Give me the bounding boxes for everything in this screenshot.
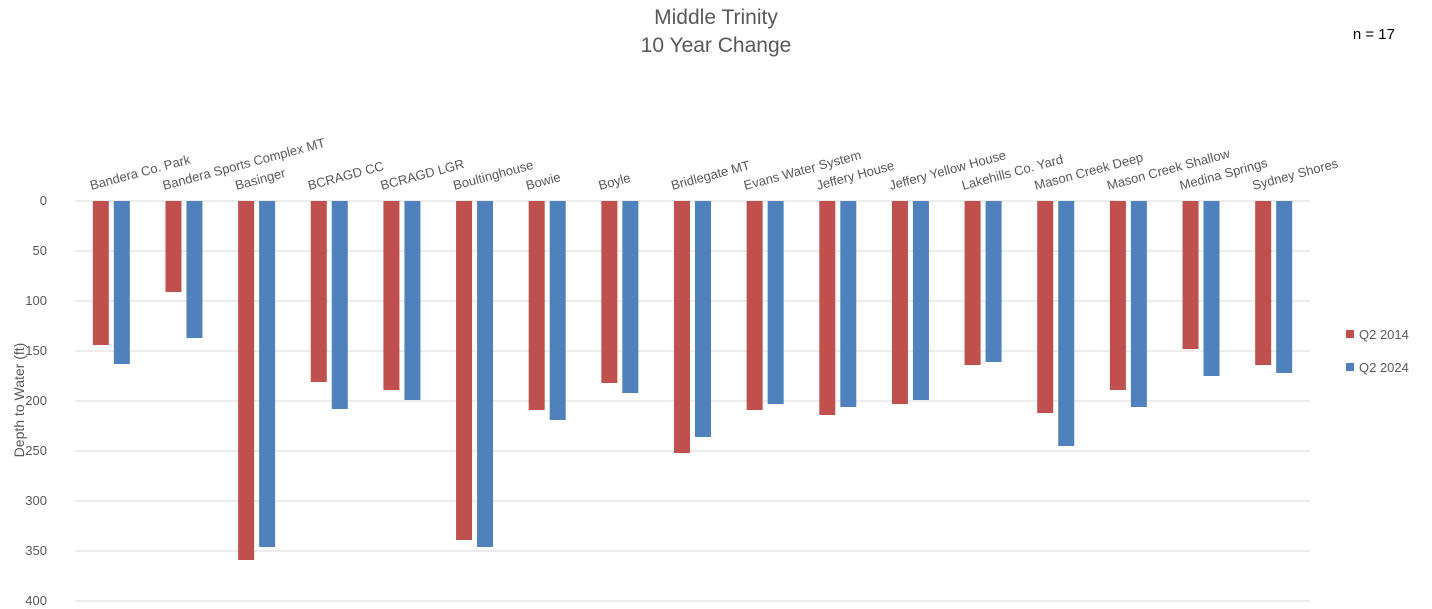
y-tick-label: 100: [25, 293, 47, 308]
bar-q2-2014: [1182, 201, 1199, 349]
bar-q2-2024: [767, 201, 784, 404]
bar-q2-2014: [238, 201, 255, 560]
legend-item-q2-2024: Q2 2024: [1346, 355, 1409, 379]
category-label: Boyle: [597, 170, 632, 193]
chart-title-line-1: Middle Trinity: [654, 6, 778, 29]
chart-title-line-2: 10 Year Change: [640, 34, 792, 57]
y-tick-label: 50: [33, 243, 47, 258]
bar-q2-2014: [92, 201, 109, 345]
bar-q2-2014: [891, 201, 908, 404]
bar-q2-2014: [1255, 201, 1272, 365]
bar-q2-2024: [549, 201, 566, 420]
y-tick-label: 400: [25, 593, 47, 608]
sample-count-annotation: n = 17: [1352, 26, 1395, 43]
y-tick-label: 150: [25, 343, 47, 358]
bar-q2-2014: [456, 201, 473, 540]
y-tick-label: 0: [40, 193, 47, 208]
y-axis-title: Depth to Water (ft): [11, 343, 27, 458]
bar-q2-2014: [601, 201, 618, 383]
bar-q2-2014: [165, 201, 182, 292]
category-label: Bridlegate MT: [669, 157, 751, 192]
bar-q2-2014: [1109, 201, 1126, 390]
legend: Q2 2014 Q2 2024: [1346, 322, 1409, 388]
y-tick-label: 200: [25, 393, 47, 408]
y-tick-label: 300: [25, 493, 47, 508]
legend-item-q2-2014: Q2 2014: [1346, 322, 1409, 346]
legend-label-q2-2024: Q2 2024: [1359, 359, 1409, 375]
bar-q2-2024: [331, 201, 348, 409]
bar-q2-2014: [819, 201, 836, 415]
bar-q2-2014: [528, 201, 545, 410]
bar-q2-2024: [840, 201, 857, 407]
bar-q2-2024: [1058, 201, 1075, 446]
bar-q2-2014: [383, 201, 400, 390]
bar-q2-2024: [912, 201, 929, 400]
bar-q2-2014: [1037, 201, 1054, 413]
bar-q2-2024: [695, 201, 711, 437]
y-tick-label: 250: [25, 443, 47, 458]
category-label: Boultinghouse: [451, 157, 534, 193]
category-label: BCRAGD CC: [306, 158, 385, 193]
bar-q2-2024: [477, 201, 494, 547]
bar-q2-2024: [1276, 201, 1293, 373]
bar-q2-2014: [746, 201, 763, 410]
bar-q2-2014: [310, 201, 327, 382]
bar-q2-2024: [186, 201, 203, 338]
bar-q2-2024: [985, 201, 1002, 362]
bar-q2-2024: [113, 201, 130, 364]
bar-q2-2024: [1203, 201, 1220, 376]
bar-q2-2014: [964, 201, 981, 365]
legend-label-q2-2014: Q2 2014: [1359, 326, 1409, 342]
y-tick-label: 350: [25, 543, 47, 558]
category-label: BCRAGD LGR: [379, 156, 466, 193]
bar-q2-2024: [404, 201, 421, 400]
bar-q2-2014: [674, 201, 690, 453]
bar-q2-2024: [259, 201, 276, 547]
legend-swatch-q2-2014: [1346, 330, 1354, 338]
bar-q2-2024: [622, 201, 639, 393]
legend-swatch-q2-2024: [1346, 363, 1354, 371]
bar-q2-2024: [1130, 201, 1147, 407]
